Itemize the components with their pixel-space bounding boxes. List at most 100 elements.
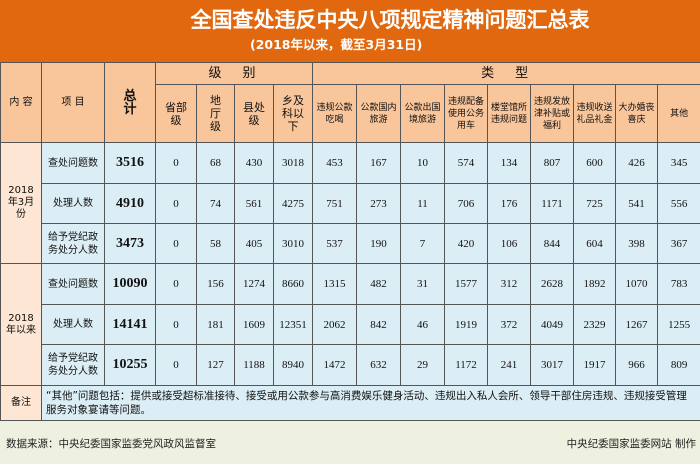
row-value: 31 — [400, 263, 446, 305]
row-value: 0 — [155, 183, 197, 224]
row-value: 1472 — [312, 344, 358, 386]
row-item: 给予党纪政务处分人数 — [41, 223, 105, 264]
row-value: 12351 — [272, 304, 314, 345]
row-value: 0 — [155, 223, 197, 264]
group-label: 2018年以来 — [0, 263, 42, 386]
row-value: 1315 — [312, 263, 358, 305]
header-type-2: 公款出国境旅游 — [400, 84, 446, 143]
row-value: 1070 — [615, 263, 659, 305]
title-banner: 全国查处违反中央八项规定精神问题汇总表 (2018年以来，截至3月31日) — [0, 0, 700, 62]
row-value: 2329 — [573, 304, 617, 345]
row-value: 8660 — [272, 263, 314, 305]
row-value: 3017 — [530, 344, 575, 386]
row-value: 1609 — [234, 304, 274, 345]
row-value: 0 — [155, 344, 197, 386]
row-value: 604 — [573, 223, 617, 264]
row-value: 1171 — [530, 183, 575, 224]
row-value: 68 — [196, 142, 235, 184]
row-value: 2062 — [312, 304, 358, 345]
row-value: 74 — [196, 183, 235, 224]
row-value: 176 — [487, 183, 532, 224]
table-row: 处理人数 14141 0 181 1609 12351 2062 842 46 1919 372 40… — [1, 304, 700, 345]
row-total: 10090 — [104, 263, 156, 305]
row-value: 1267 — [615, 304, 659, 345]
data-source: 数据来源：中央纪委国家监委党风政风监督室 — [6, 438, 216, 450]
row-value: 58 — [196, 223, 235, 264]
table-row: 2018年3月份 查处问题数 3516 0 68 430 3018 453 167 10 574 13… — [0, 142, 700, 264]
row-value: 430 — [234, 142, 274, 184]
note-row: 备注 “其他”问题包括：提供或接受超标准接待、接受或用公款参与高消费娱乐健身活动、… — [0, 385, 700, 421]
row-value: 273 — [356, 183, 402, 224]
row-value: 190 — [356, 223, 402, 264]
header-type-8: 其他 — [657, 84, 700, 143]
row-value: 725 — [573, 183, 617, 224]
row-value: 0 — [155, 263, 197, 305]
page-subtitle: (2018年以来，截至3月31日) — [250, 37, 423, 52]
group-label: 2018年3月份 — [0, 142, 42, 264]
header-level-3: 乡及科以下 — [272, 84, 314, 143]
summary-table: 内 容 项 目 总计 级 别 类 型 省部级 地厅级 县处级 乡及科以下 违规公款吃喝公… — [0, 62, 700, 421]
row-value: 11 — [400, 183, 446, 224]
row-value: 1919 — [444, 304, 489, 345]
header-level-2: 县处级 — [234, 84, 274, 143]
row-value: 600 — [573, 142, 617, 184]
row-total: 3516 — [104, 142, 156, 184]
table-row: 给予党纪政务处分人数 10255 0 127 1188 8940 1472 632 29 1172… — [1, 344, 700, 386]
producer-credit: 中央纪委国家监委网站 制作 — [566, 438, 696, 450]
row-value: 312 — [487, 263, 532, 305]
row-value: 127 — [196, 344, 235, 386]
row-value: 4275 — [272, 183, 314, 224]
row-value: 809 — [657, 344, 700, 386]
row-item: 处理人数 — [41, 304, 105, 345]
row-value: 29 — [400, 344, 446, 386]
row-item: 给予党纪政务处分人数 — [41, 344, 105, 386]
row-item: 查处问题数 — [41, 263, 105, 305]
header-type-7: 大办婚丧喜庆 — [615, 84, 659, 143]
header-type: 类 型 — [312, 62, 700, 85]
row-value: 7 — [400, 223, 446, 264]
row-value: 783 — [657, 263, 700, 305]
header-level: 级 别 — [154, 62, 314, 85]
row-value: 842 — [356, 304, 402, 345]
row-value: 706 — [444, 183, 489, 224]
row-total: 4910 — [104, 183, 156, 224]
row-value: 632 — [356, 344, 402, 386]
header-item: 项 目 — [41, 62, 105, 143]
header-level-0: 省部级 — [155, 84, 197, 143]
row-value: 426 — [615, 142, 659, 184]
row-total: 14141 — [104, 304, 156, 345]
row-value: 1255 — [657, 304, 700, 345]
row-value: 966 — [615, 344, 659, 386]
row-value: 46 — [400, 304, 446, 345]
row-value: 398 — [615, 223, 659, 264]
row-value: 1917 — [573, 344, 617, 386]
row-value: 844 — [530, 223, 575, 264]
row-value: 156 — [196, 263, 235, 305]
row-value: 556 — [657, 183, 700, 224]
row-value: 482 — [356, 263, 402, 305]
header-type-6: 违规收送礼品礼金 — [573, 84, 617, 143]
header-type-3: 违规配备使用公务用车 — [444, 84, 489, 143]
row-value: 181 — [196, 304, 235, 345]
row-value: 10 — [400, 142, 446, 184]
header-type-4: 楼堂馆所违规问题 — [487, 84, 532, 143]
row-value: 345 — [657, 142, 700, 184]
table-row: 2018年以来 查处问题数 10090 0 156 1274 8660 1315 482 31 15… — [0, 263, 700, 386]
row-value: 241 — [487, 344, 532, 386]
row-value: 420 — [444, 223, 489, 264]
row-value: 0 — [155, 304, 197, 345]
row-item: 查处问题数 — [41, 142, 105, 184]
row-value: 4049 — [530, 304, 575, 345]
header-content: 内 容 — [0, 62, 42, 143]
row-total: 3473 — [104, 223, 156, 264]
row-value: 541 — [615, 183, 659, 224]
row-value: 0 — [155, 142, 197, 184]
row-value: 1577 — [444, 263, 489, 305]
table-row: 给予党纪政务处分人数 3473 0 58 405 3010 537 190 7 420 106 844… — [1, 223, 700, 264]
row-value: 561 — [234, 183, 274, 224]
row-value: 807 — [530, 142, 575, 184]
row-value: 1172 — [444, 344, 489, 386]
row-value: 106 — [487, 223, 532, 264]
row-value: 367 — [657, 223, 700, 264]
row-item: 处理人数 — [41, 183, 105, 224]
